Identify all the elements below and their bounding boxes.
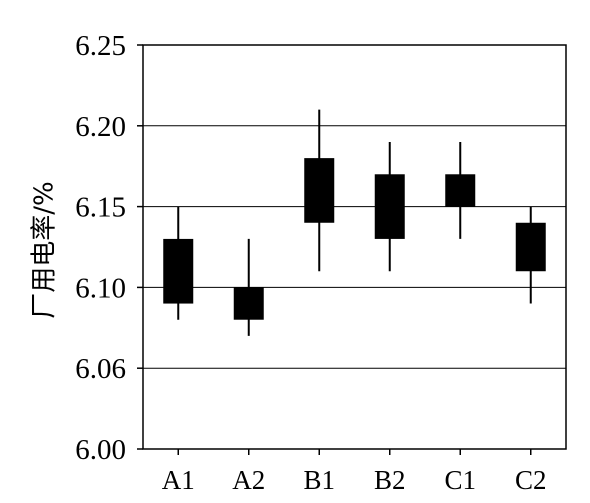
x-tick-labels: A1 A2 B1 B2 C1 C2 — [162, 449, 547, 495]
box-A1 — [163, 238, 194, 304]
plot-frame — [142, 44, 567, 450]
y-tick-label: 6.06 — [75, 353, 126, 385]
y-tick-labels: 6.00 6.06 6.10 6.15 6.20 6.25 — [75, 30, 126, 466]
box-C1 — [445, 174, 476, 207]
box-A2 — [233, 287, 264, 320]
box-B2 — [374, 174, 405, 239]
box-C2 — [515, 222, 546, 272]
x-tick-label: C2 — [515, 465, 547, 495]
x-tick-label: B2 — [374, 465, 406, 495]
x-tick-label: C1 — [444, 465, 476, 495]
y-tick-label: 6.10 — [75, 272, 126, 304]
boxes-layer — [163, 109, 546, 336]
x-tick-label: B1 — [303, 465, 335, 495]
y-tick-label: 6.20 — [75, 111, 126, 143]
x-tick-label: A2 — [232, 465, 265, 495]
y-tick-label: 6.00 — [75, 434, 126, 466]
box-B1 — [304, 158, 335, 223]
x-tick-label: A1 — [162, 465, 195, 495]
grid-layer — [137, 44, 566, 450]
y-tick-label: 6.25 — [75, 30, 126, 62]
y-axis-title: 厂用电率/% — [30, 181, 60, 318]
y-tick-label: 6.15 — [75, 192, 126, 224]
